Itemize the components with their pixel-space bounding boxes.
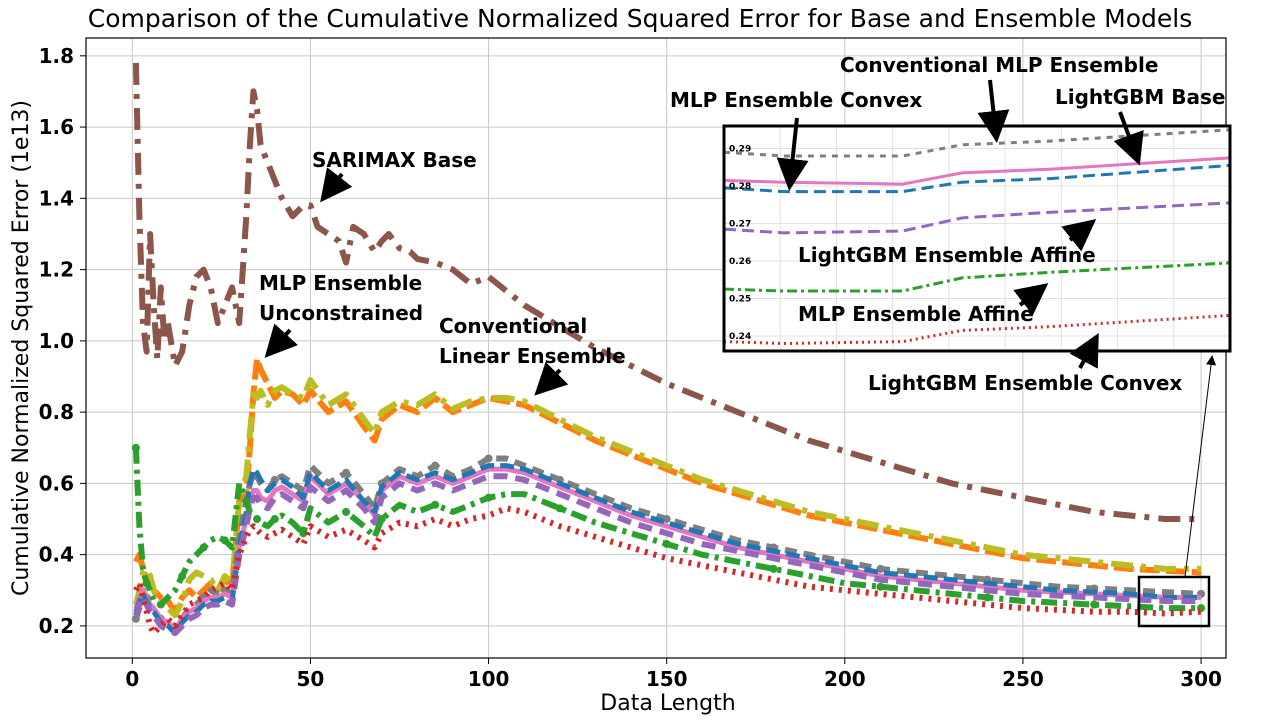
annotation-conventional-linear-ensemble-line2: Linear Ensemble [439, 344, 626, 368]
series-marker-mlp-ensemble-affine [220, 536, 229, 545]
annotation-mlp-ensemble-affine: MLP Ensemble Affine [798, 302, 1034, 326]
arrow-mlp-ensemble-convex [776, 117, 809, 191]
series-marker-mlp-ensemble-affine [876, 582, 885, 591]
zoom-box [1137, 575, 1211, 628]
x-tick-label: 300 [1180, 667, 1222, 691]
y-tick-label: 1.4 [39, 186, 74, 210]
series-marker-conventional-mlp-ensemble [131, 614, 140, 623]
inset-y-tick-label: 0.28 [729, 182, 751, 192]
x-tick-label: 250 [1002, 667, 1044, 691]
series-marker-conventional-mlp-ensemble [270, 475, 279, 484]
series-line-conventional-linear-ensemble [132, 377, 1202, 619]
arrow-mlp-ensemble-affine [1013, 283, 1049, 316]
annotation-conventional-mlp-ensemble: Conventional MLP Ensemble [840, 53, 1158, 77]
series-line-mlp-ensemble-convex [133, 463, 1202, 636]
inset-y-tick-label: 0.29 [729, 145, 751, 155]
inset-series-line-lightgbm-ensemble-affine [724, 201, 1230, 235]
arrow-lightgbm-ensemble-convex [1069, 332, 1099, 369]
series-marker-mlp-ensemble-affine [142, 579, 151, 588]
inset-ticks: 0.24 0.25 0.26 0.27 0.28 0.29 [729, 145, 751, 343]
y-tick-label: 0.2 [39, 614, 74, 638]
y-tick-label: 1.0 [39, 329, 74, 353]
y-tick-label: 0.6 [39, 471, 74, 495]
inset-y-tick-label: 0.25 [729, 295, 751, 305]
series-marker-mlp-ensemble-affine [342, 507, 351, 516]
series-marker-conventional-mlp-ensemble [662, 515, 671, 524]
y-tick-label: 1.2 [39, 258, 74, 282]
annotation-sarimax-base: SARIMAX Base [312, 148, 477, 172]
y-tick-label: 1.6 [39, 115, 74, 139]
inset-y-tick-label: 0.27 [729, 220, 751, 230]
arrow-sarimax-base [320, 167, 353, 203]
arrow-lightgbm-base [1113, 111, 1144, 166]
series-marker-conventional-mlp-ensemble [484, 454, 493, 463]
x-tick-label: 50 [297, 667, 325, 691]
inset-frame [722, 124, 1232, 353]
series-marker-conventional-mlp-ensemble [342, 468, 351, 477]
x-tick-label: 150 [646, 667, 688, 691]
arrow-lightgbm-ensemble-affine [1061, 219, 1097, 252]
series-marker-mlp-ensemble-affine [199, 543, 208, 552]
series-marker-mlp-ensemble-affine [253, 515, 261, 524]
inset-series-line-lightgbm-ensemble-convex [724, 313, 1230, 346]
series-marker-mlp-ensemble-affine [555, 504, 564, 513]
arrow-mlp-ensemble-unconstrained [264, 323, 298, 358]
inset-series-line-lightgbm-base [724, 156, 1230, 186]
inset-series-group [724, 128, 1230, 346]
series-line-mlp-ensemble-unconstrained [133, 355, 1202, 615]
y-axis-label: Cumulative Normalized Squared Error (1e1… [9, 100, 34, 596]
y-tick-label: 0.4 [39, 543, 74, 567]
axis-ticks: 0 50 100 150 200 250 300 0.2 0.4 0.6 0.8 1.0 1.2 1.4 1… [39, 44, 1222, 691]
series-line-sarimax-base [132, 62, 1202, 522]
inset-y-tick-label: 0.26 [729, 257, 751, 267]
series-marker-mlp-ensemble-affine [983, 593, 992, 602]
annotation-lightgbm-ensemble-affine: LightGBM Ensemble Affine [798, 243, 1096, 267]
series-marker-mlp-ensemble-affine [769, 564, 778, 573]
series-group [131, 62, 1206, 637]
y-tick-label: 1.8 [39, 44, 74, 68]
annotation-mlp-ensemble-convex: MLP Ensemble Convex [670, 88, 922, 112]
arrow-conventional-mlp-ensemble [977, 79, 1010, 143]
x-axis-label: Data Length [600, 691, 735, 716]
annotation-conventional-linear-ensemble-line1: Conventional [439, 314, 587, 338]
series-marker-mlp-ensemble-affine [156, 600, 165, 609]
chart-title: Comparison of the Cumulative Normalized … [88, 4, 1192, 33]
series-marker-conventional-mlp-ensemble [431, 461, 440, 470]
series-marker-mlp-ensemble-affine [178, 572, 187, 581]
series-marker-mlp-ensemble-affine [131, 443, 140, 452]
inset-y-tick-label: 0.24 [729, 332, 751, 342]
x-tick-label: 0 [125, 667, 139, 691]
annotation-mlp-ensemble-unconstrained-line2: Unconstrained [259, 301, 423, 325]
series-marker-mlp-ensemble-affine [270, 515, 279, 524]
series-marker-mlp-ensemble-affine [377, 515, 386, 524]
inset-series-line-mlp-ensemble-affine [724, 261, 1230, 293]
y-tick-label: 0.8 [39, 400, 74, 424]
x-tick-label: 200 [824, 667, 866, 691]
inset-grid [724, 126, 1230, 351]
series-marker-mlp-ensemble-affine [484, 493, 493, 502]
x-tick-label: 100 [468, 667, 510, 691]
series-line-lightgbm-ensemble-affine [133, 473, 1202, 637]
series-marker-mlp-ensemble-affine [662, 539, 671, 548]
series-marker-mlp-ensemble-affine [431, 500, 440, 509]
annotation-mlp-ensemble-unconstrained-line1: MLP Ensemble [259, 271, 422, 295]
annotation-lightgbm-base: LightGBM Base [1055, 85, 1225, 109]
series-marker-mlp-ensemble-affine [242, 497, 251, 506]
series-marker-conventional-mlp-ensemble [876, 564, 885, 573]
zoom-connector-arrow [1184, 355, 1216, 578]
inset-series-line-mlp-ensemble-convex [724, 163, 1230, 194]
inset-series-line-conventional-mlp-ensemble [724, 128, 1230, 158]
arrow-conventional-linear-ensemble [534, 361, 569, 396]
series-marker-mlp-ensemble-affine [1090, 600, 1099, 609]
annotation-lightgbm-ensemble-convex: LightGBM Ensemble Convex [868, 371, 1182, 395]
